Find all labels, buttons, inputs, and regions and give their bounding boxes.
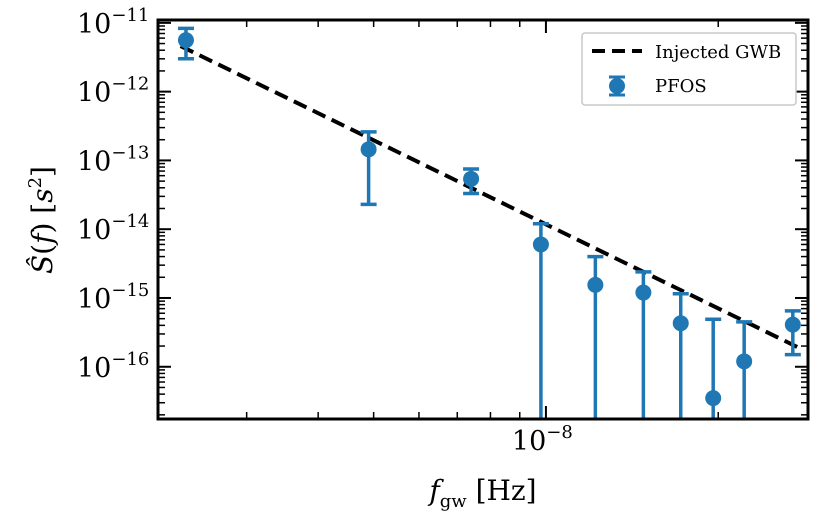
major-ticks — [158, 20, 808, 419]
data-marker — [784, 316, 801, 333]
tick-labels: 10−8 10−11 10−12 10−13 10−14 10−15 10−16 — [77, 5, 573, 457]
y-tick-label: 10−12 — [77, 74, 149, 109]
data-marker — [463, 170, 480, 187]
injected-gwb-line — [179, 44, 803, 352]
x-tick-label: 10−8 — [512, 422, 573, 457]
y-tick-label: 10−13 — [77, 142, 149, 177]
legend-errorbar-marker — [609, 75, 625, 97]
plot-frame — [156, 18, 810, 421]
data-marker — [672, 315, 689, 332]
pfos-point — [587, 254, 604, 419]
data-marker — [360, 141, 377, 158]
data-marker — [532, 236, 549, 253]
y-tick-label: 10−14 — [77, 211, 149, 246]
legend: Injected GWB PFOS — [581, 32, 797, 106]
data-marker — [635, 284, 652, 301]
pfos-point — [635, 270, 652, 419]
pfos-point — [672, 292, 689, 419]
y-tick-label: 10−16 — [77, 349, 149, 384]
pfos-point — [532, 222, 549, 419]
pfos-point — [736, 320, 753, 419]
y-tick-label: 10−15 — [77, 280, 149, 315]
series-pfos — [177, 26, 801, 419]
data-marker — [587, 276, 604, 293]
legend-label-pfos: PFOS — [655, 76, 707, 97]
data-marker — [705, 390, 722, 407]
y-tick-label: 10−11 — [77, 5, 149, 40]
data-marker — [177, 32, 194, 49]
series-injected-gwb — [179, 44, 803, 352]
pfos-point — [177, 26, 194, 61]
pfos-point — [463, 167, 480, 196]
legend-label-injected-gwb: Injected GWB — [655, 42, 781, 63]
pfos-point — [360, 130, 377, 207]
pfos-point — [784, 309, 801, 357]
x-axis-label: fgw [Hz] — [427, 474, 536, 512]
y-axis-label: Ŝ(f) [s2] — [25, 166, 59, 274]
pfos-point — [705, 317, 722, 419]
plot-area — [177, 26, 803, 419]
data-marker — [736, 353, 753, 370]
